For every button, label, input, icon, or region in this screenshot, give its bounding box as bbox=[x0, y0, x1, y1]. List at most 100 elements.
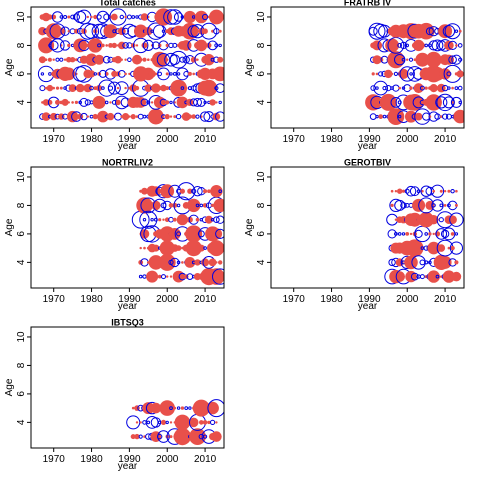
residual-point bbox=[159, 240, 175, 256]
residual-point bbox=[110, 13, 118, 21]
residual-point bbox=[397, 100, 402, 105]
residual-point bbox=[215, 228, 224, 239]
x-tick-label: 2000 bbox=[156, 134, 179, 145]
residual-point bbox=[150, 218, 154, 222]
panel-title: GEROTBIV bbox=[344, 158, 391, 168]
residual-point bbox=[457, 43, 463, 48]
residual-point bbox=[132, 54, 142, 65]
residual-point bbox=[176, 67, 189, 81]
x-tick-label: 1980 bbox=[80, 454, 103, 465]
residual-point bbox=[188, 417, 199, 428]
bubbles bbox=[37, 8, 224, 125]
residual-point bbox=[160, 419, 167, 425]
residual-point bbox=[203, 246, 207, 250]
residual-point bbox=[122, 113, 130, 121]
residual-point bbox=[159, 400, 175, 416]
residual-point bbox=[385, 38, 399, 53]
residual-point bbox=[428, 111, 439, 122]
panel-1: Total catches 1970 1980 1990 2000 2010 4 6 8 10 ye… bbox=[4, 0, 225, 152]
residual-point bbox=[66, 56, 72, 63]
residual-point bbox=[218, 260, 223, 265]
residual-point bbox=[72, 13, 81, 21]
residual-point bbox=[415, 52, 430, 67]
residual-point bbox=[445, 113, 452, 120]
residual-point bbox=[458, 29, 462, 33]
residual-point bbox=[196, 97, 206, 107]
residual-point bbox=[409, 86, 413, 90]
residual-point bbox=[189, 428, 206, 445]
residual-point bbox=[130, 434, 136, 440]
residual-point bbox=[150, 402, 162, 414]
residual-point bbox=[44, 58, 48, 61]
residual-point bbox=[169, 421, 173, 424]
residual-point bbox=[184, 257, 196, 268]
residual-point bbox=[458, 57, 463, 62]
residual-point bbox=[146, 420, 151, 425]
bubbles bbox=[126, 399, 224, 446]
residual-point bbox=[438, 217, 444, 223]
residual-point bbox=[218, 100, 222, 105]
residual-point bbox=[38, 37, 55, 54]
y-tick-label: 4 bbox=[16, 419, 27, 425]
residual-point bbox=[427, 270, 440, 283]
x-tick-label: 1970 bbox=[43, 454, 66, 465]
residual-point bbox=[450, 232, 455, 236]
residual-point bbox=[85, 53, 98, 66]
residual-point bbox=[176, 96, 189, 109]
residual-point bbox=[158, 253, 176, 271]
residual-point bbox=[135, 44, 139, 47]
y-tick-label: 4 bbox=[256, 99, 267, 105]
residual-point bbox=[38, 27, 47, 36]
y-tick-label: 4 bbox=[16, 99, 27, 105]
residual-point bbox=[165, 86, 170, 91]
residual-point bbox=[195, 39, 208, 52]
y-tick-label: 6 bbox=[16, 231, 27, 237]
residual-point bbox=[401, 189, 406, 193]
residual-point bbox=[213, 216, 220, 223]
residual-point bbox=[203, 54, 215, 66]
residual-point bbox=[192, 399, 210, 417]
residual-point bbox=[131, 406, 135, 410]
residual-point bbox=[169, 50, 188, 69]
y-tick-label: 10 bbox=[256, 171, 267, 183]
residual-point bbox=[429, 215, 439, 225]
residual-point bbox=[160, 184, 175, 199]
residual-point bbox=[199, 203, 204, 208]
residual-point bbox=[40, 72, 45, 76]
residual-point bbox=[169, 100, 173, 105]
residual-point bbox=[368, 26, 378, 36]
residual-point bbox=[212, 268, 224, 285]
residual-point bbox=[102, 55, 111, 64]
residual-point bbox=[419, 85, 425, 91]
residual-point bbox=[131, 210, 150, 229]
residual-point bbox=[442, 25, 456, 38]
y-axis-label: Age bbox=[4, 58, 15, 76]
residual-point bbox=[190, 56, 197, 63]
residual-point bbox=[107, 85, 114, 91]
residual-point bbox=[92, 113, 99, 120]
residual-point bbox=[111, 70, 118, 77]
plot-frame bbox=[30, 326, 225, 449]
residual-point bbox=[191, 114, 196, 119]
residual-point bbox=[449, 241, 463, 255]
residual-point bbox=[453, 109, 464, 124]
residual-point bbox=[169, 115, 173, 118]
bubbles bbox=[365, 22, 464, 125]
x-tick-label: 1970 bbox=[43, 294, 66, 305]
residual-point bbox=[45, 23, 62, 40]
residual-point bbox=[142, 39, 154, 52]
y-tick-label: 6 bbox=[16, 71, 27, 77]
plot-frame bbox=[270, 6, 465, 129]
residual-point bbox=[390, 203, 394, 207]
x-axis-label: year bbox=[358, 301, 378, 312]
residual-point bbox=[428, 43, 432, 48]
residual-point bbox=[63, 86, 67, 90]
residual-point bbox=[207, 399, 224, 418]
residual-point bbox=[372, 40, 382, 51]
residual-point bbox=[105, 44, 108, 47]
residual-point bbox=[144, 84, 153, 92]
y-axis-label: Age bbox=[244, 58, 255, 76]
residual-point bbox=[101, 43, 105, 48]
residual-point bbox=[435, 228, 448, 240]
residual-point bbox=[442, 96, 455, 109]
